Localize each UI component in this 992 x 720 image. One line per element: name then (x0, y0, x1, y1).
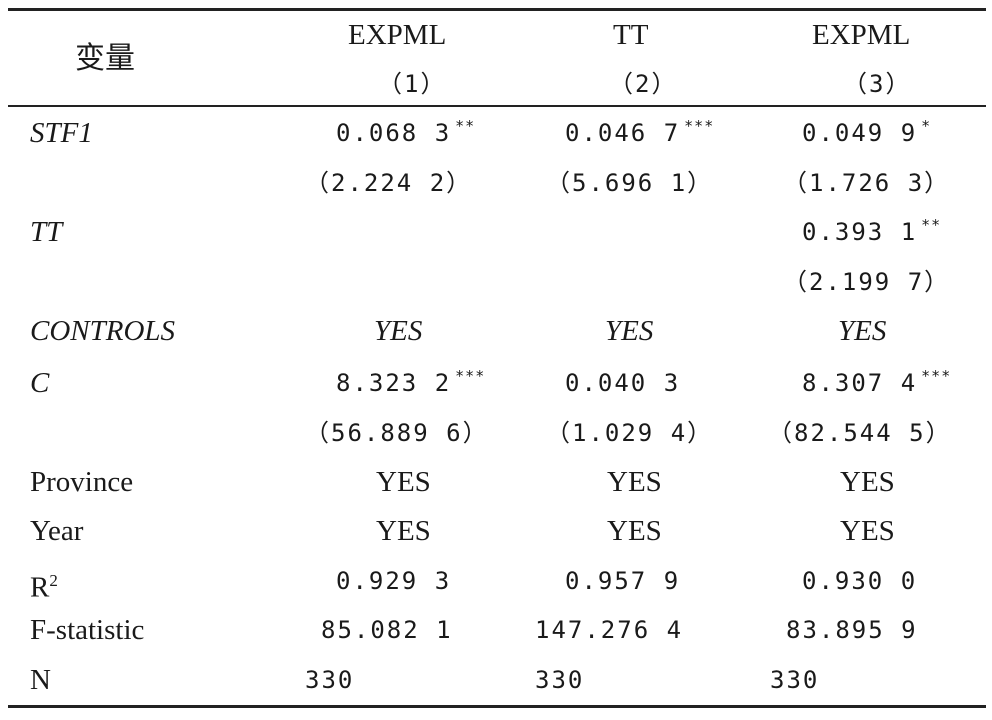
row-label-controls: CONTROLS (30, 315, 176, 347)
c-col1-tstat: （56.889 6） (305, 419, 489, 447)
stf1-col2-stars: *** (684, 117, 715, 135)
c-col2-coef: 0.040 3 (565, 369, 681, 397)
c-col3-coef: 8.307 4 *** (802, 367, 952, 397)
stf1-col3-stars: * (921, 117, 932, 135)
r2-superscript: 2 (49, 571, 58, 590)
c-col3-stars: *** (921, 367, 952, 385)
n-col3: 330 (770, 666, 820, 694)
year-col1: YES (376, 515, 431, 547)
year-col2: YES (607, 515, 662, 547)
controls-col2: YES (605, 315, 654, 347)
province-col3: YES (840, 466, 895, 498)
stf1-col3-tstat: （1.726 3） (783, 169, 951, 197)
tt-col3-stars: ** (921, 216, 942, 234)
stf1-col2-tstat: （5.696 1） (546, 169, 714, 197)
col2-header: TT (613, 19, 649, 51)
province-col1: YES (376, 466, 431, 498)
row-label-r2: R2 (30, 571, 58, 604)
col1-header: EXPML (348, 19, 447, 51)
row-label-stf1: STF1 (30, 117, 93, 149)
fstat-col3: 83.895 9 (786, 616, 918, 644)
r2-col1: 0.929 3 (336, 567, 452, 595)
bottom-rule (8, 705, 986, 708)
col3-header: EXPML (812, 19, 911, 51)
stf1-col2-coef: 0.046 7 *** (565, 117, 715, 147)
r2-col2: 0.957 9 (565, 567, 681, 595)
col3-number: （3） (843, 70, 912, 98)
fstat-col1: 85.082 1 (321, 616, 453, 644)
c-col1-coef: 8.323 2 *** (336, 367, 486, 397)
stf1-col3-coef: 0.049 9 * (802, 117, 932, 147)
tt-col3-coef: 0.393 1 ** (802, 216, 942, 246)
col2-number: （2） (609, 70, 678, 98)
controls-col1: YES (374, 315, 423, 347)
fstat-col2: 147.276 4 (535, 616, 684, 644)
c-col3-tstat: （82.544 5） (768, 419, 952, 447)
stf1-col1-coef: 0.068 3 ** (336, 117, 476, 147)
n-col1: 330 (305, 666, 355, 694)
c-col1-stars: *** (455, 367, 486, 385)
row-label-c: C (30, 367, 50, 399)
header-variable-label: 变量 (75, 42, 135, 75)
row-label-province: Province (30, 466, 134, 498)
controls-col3: YES (838, 315, 887, 347)
header-rule (8, 105, 986, 107)
row-label-n: N (30, 664, 51, 696)
stf1-col1-stars: ** (455, 117, 476, 135)
row-label-fstat: F-statistic (30, 614, 145, 646)
col1-number: （1） (378, 70, 447, 98)
top-rule (8, 8, 986, 11)
stf1-col1-tstat: （2.224 2） (305, 169, 473, 197)
year-col3: YES (840, 515, 895, 547)
row-label-tt: TT (30, 216, 63, 248)
row-label-year: Year (30, 515, 84, 547)
province-col2: YES (607, 466, 662, 498)
c-col2-tstat: （1.029 4） (546, 419, 714, 447)
tt-col3-tstat: （2.199 7） (783, 268, 951, 296)
r2-col3: 0.930 0 (802, 567, 918, 595)
n-col2: 330 (535, 666, 585, 694)
